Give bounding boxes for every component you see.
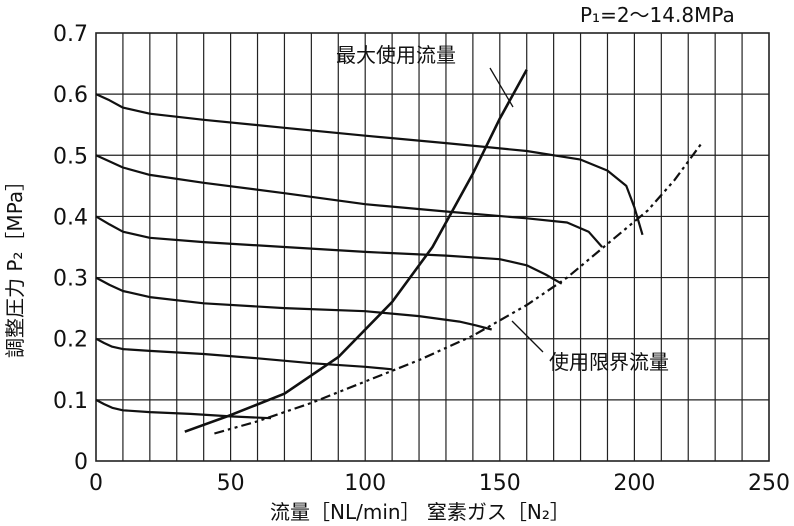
x-tick-label: 100 bbox=[344, 471, 386, 496]
series-line-1 bbox=[95, 93, 644, 236]
series-line-4 bbox=[95, 276, 492, 331]
plot-frame bbox=[95, 32, 770, 462]
max-flow-leader bbox=[489, 67, 514, 108]
y-tick-label: 0 bbox=[74, 450, 88, 475]
x-tick-label: 50 bbox=[217, 471, 245, 496]
series-line-3 bbox=[95, 215, 563, 285]
limit-flow-label: 使用限界流量 bbox=[549, 350, 669, 374]
x-tick-label: 200 bbox=[613, 471, 655, 496]
grid bbox=[96, 33, 769, 461]
y-axis-label: 調整圧力 P₂［MPa］ bbox=[3, 171, 27, 358]
x-tick-label: 150 bbox=[479, 471, 521, 496]
x-tick-label: 250 bbox=[748, 471, 790, 496]
limit-flow-curve bbox=[214, 142, 703, 435]
y-tick-label: 0.7 bbox=[53, 22, 88, 47]
y-tick-label: 0.3 bbox=[53, 267, 88, 292]
x-tick-label: 0 bbox=[89, 471, 103, 496]
x-axis-label: 流量［NL/min］ 窒素ガス［N₂］ bbox=[270, 500, 570, 524]
series-group bbox=[95, 93, 644, 420]
y-tick-label: 0.6 bbox=[53, 83, 88, 108]
series-line-2 bbox=[95, 154, 603, 248]
y-tick-label: 0.2 bbox=[53, 328, 88, 353]
series-line-5 bbox=[95, 337, 393, 371]
y-tick-label: 0.4 bbox=[53, 205, 88, 230]
y-axis-ticks: 0 0.1 0.2 0.3 0.4 0.5 0.6 0.7 bbox=[53, 22, 88, 475]
series-line-6 bbox=[95, 398, 272, 420]
y-tick-label: 0.5 bbox=[53, 144, 88, 169]
annotation-group bbox=[184, 67, 703, 435]
y-tick-label: 0.1 bbox=[53, 389, 88, 414]
limit-flow-leader bbox=[511, 320, 544, 353]
condition-label: P₁=2〜14.8MPa bbox=[580, 3, 735, 27]
max-flow-curve bbox=[184, 69, 528, 433]
x-axis-ticks: 0 50 100 150 200 250 bbox=[89, 471, 790, 496]
max-flow-label: 最大使用流量 bbox=[336, 43, 456, 67]
